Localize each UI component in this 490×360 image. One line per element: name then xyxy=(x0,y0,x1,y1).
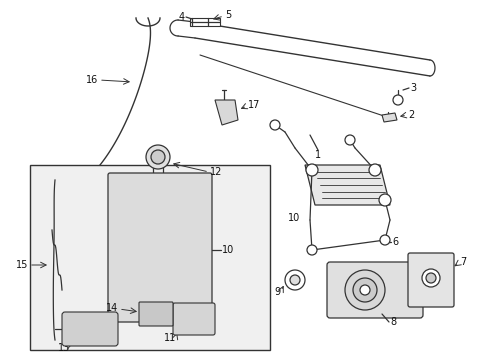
Text: 13: 13 xyxy=(58,343,70,353)
Text: 1: 1 xyxy=(315,150,321,160)
Bar xyxy=(30,165,270,350)
Circle shape xyxy=(422,269,440,287)
FancyBboxPatch shape xyxy=(408,253,454,307)
Text: 9: 9 xyxy=(274,287,280,297)
FancyBboxPatch shape xyxy=(139,302,173,326)
FancyBboxPatch shape xyxy=(327,262,423,318)
Circle shape xyxy=(105,320,115,330)
Circle shape xyxy=(426,273,436,283)
Text: 8: 8 xyxy=(390,317,396,327)
Circle shape xyxy=(393,95,403,105)
Text: 16: 16 xyxy=(86,75,98,85)
Circle shape xyxy=(345,135,355,145)
Text: 3: 3 xyxy=(410,83,416,93)
Circle shape xyxy=(290,275,300,285)
Polygon shape xyxy=(305,165,390,205)
Text: 10: 10 xyxy=(222,245,234,255)
Circle shape xyxy=(345,270,385,310)
Circle shape xyxy=(76,325,84,333)
Text: 14: 14 xyxy=(106,303,118,313)
Text: 2: 2 xyxy=(408,110,414,120)
Circle shape xyxy=(380,235,390,245)
Circle shape xyxy=(306,164,318,176)
Text: 15: 15 xyxy=(16,260,28,270)
Circle shape xyxy=(151,150,165,164)
Bar xyxy=(190,18,220,26)
Polygon shape xyxy=(215,100,238,125)
Circle shape xyxy=(369,164,381,176)
Circle shape xyxy=(379,194,391,206)
FancyBboxPatch shape xyxy=(108,173,212,322)
Text: 4: 4 xyxy=(179,12,185,22)
Text: 6: 6 xyxy=(392,237,398,247)
Text: 5: 5 xyxy=(225,10,231,20)
Circle shape xyxy=(285,270,305,290)
FancyBboxPatch shape xyxy=(62,312,118,346)
Circle shape xyxy=(72,321,88,337)
Circle shape xyxy=(307,245,317,255)
Circle shape xyxy=(353,278,377,302)
Text: 10: 10 xyxy=(288,213,300,223)
Polygon shape xyxy=(382,113,397,122)
FancyBboxPatch shape xyxy=(173,303,215,335)
Text: 7: 7 xyxy=(460,257,466,267)
Circle shape xyxy=(360,285,370,295)
Text: 11: 11 xyxy=(164,333,176,343)
Text: 12: 12 xyxy=(210,167,222,177)
Circle shape xyxy=(270,120,280,130)
Text: 17: 17 xyxy=(248,100,260,110)
Circle shape xyxy=(146,145,170,169)
